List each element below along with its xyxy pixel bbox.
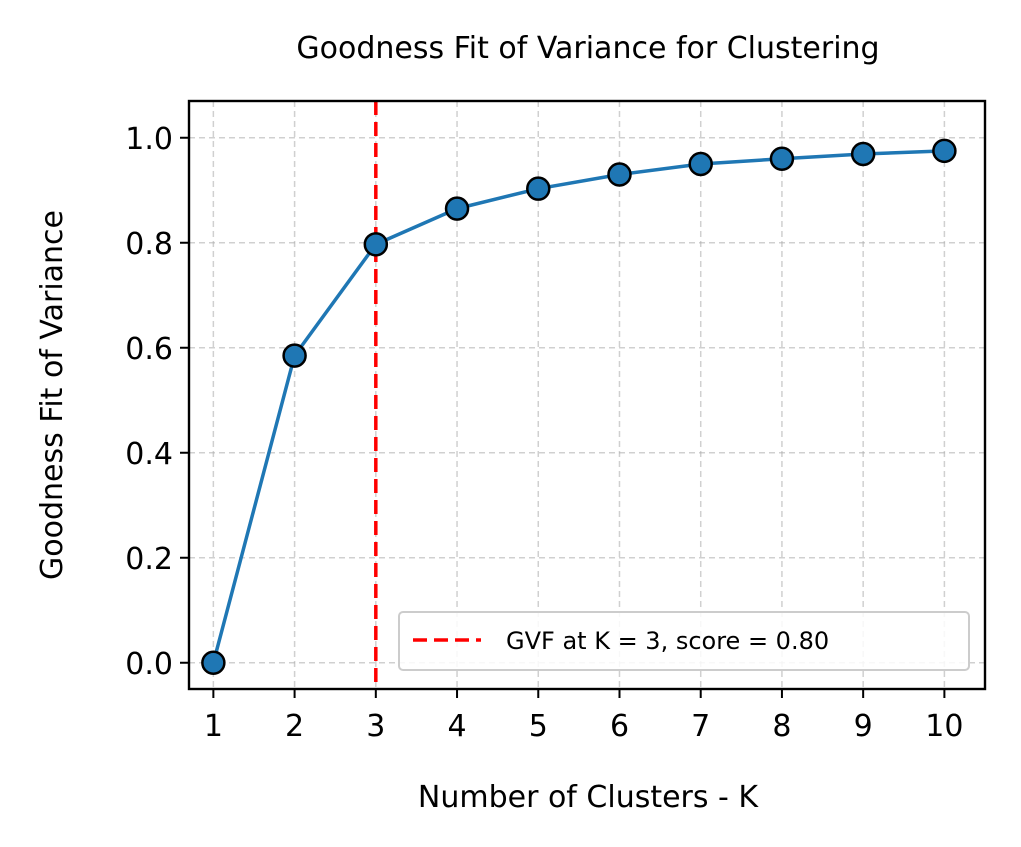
data-point (607, 162, 632, 187)
x-tick-label: 2 (285, 709, 304, 744)
x-axis: 1 2 3 4 5 6 7 8 9 10 (204, 689, 963, 744)
x-tick-label: 4 (447, 709, 466, 744)
data-point (363, 232, 389, 257)
x-tick-label: 1 (204, 709, 223, 744)
y-axis: 0.0 0.2 0.4 0.6 0.8 1.0 (125, 122, 189, 682)
x-tick-label: 10 (925, 709, 963, 744)
legend: GVF at K = 3, score = 0.80 (398, 611, 970, 671)
y-tick-label: 0.6 (125, 332, 173, 367)
y-tick-label: 0.0 (125, 647, 173, 682)
data-point (932, 138, 957, 164)
data-point (201, 650, 226, 675)
series-layer (201, 138, 957, 675)
data-point (282, 343, 307, 368)
data-point (444, 196, 470, 221)
legend-label: GVF at K = 3, score = 0.80 (506, 627, 829, 655)
y-axis-label: Goodness Fit of Variance (35, 210, 70, 580)
legend-box (398, 611, 970, 671)
x-tick-label: 5 (529, 709, 548, 744)
x-tick-label: 3 (366, 709, 385, 744)
data-point (526, 176, 551, 201)
y-tick-label: 0.8 (125, 227, 173, 262)
x-axis-label: Number of Clusters - K (418, 780, 760, 815)
data-point (769, 146, 795, 171)
x-tick-label: 7 (691, 709, 710, 744)
plot-frame (187, 99, 987, 691)
y-tick-label: 0.4 (125, 437, 173, 472)
data-point (850, 141, 876, 167)
series-line (211, 149, 945, 664)
y-tick-label: 0.2 (125, 542, 173, 577)
data-point (688, 151, 713, 177)
x-tick-label: 6 (610, 709, 629, 744)
y-tick-label: 1.0 (125, 122, 173, 157)
x-tick-label: 9 (854, 709, 873, 744)
grid (189, 101, 985, 689)
chart-title: Goodness Fit of Variance for Clustering (296, 31, 879, 66)
x-tick-label: 8 (772, 709, 791, 744)
